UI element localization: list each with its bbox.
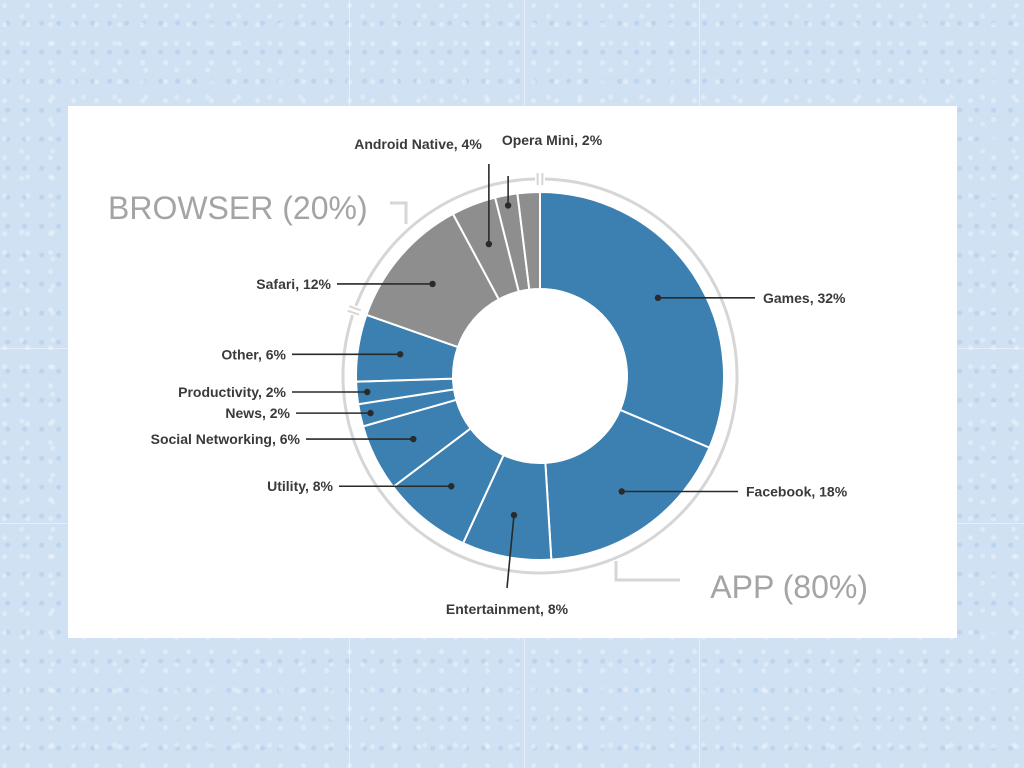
label-layer: Games, 32% Facebook, 18% Entertainment, 8%… xyxy=(108,132,868,617)
group-boundary-tick xyxy=(349,305,361,312)
browser-group-label: BROWSER (20%) xyxy=(108,190,368,226)
slice-facebook xyxy=(544,408,711,561)
donut-chart: Games, 32% Facebook, 18% Entertainment, 8%… xyxy=(108,132,868,617)
label-facebook: Facebook, 18% xyxy=(746,483,848,499)
chart-panel: Games, 32% Facebook, 18% Entertainment, 8%… xyxy=(68,106,957,638)
label-safari: Safari, 12% xyxy=(256,276,331,292)
label-entertainment: Entertainment, 8% xyxy=(446,601,569,617)
slice-layer xyxy=(355,190,725,561)
leader-dot-opera-mini xyxy=(504,202,512,209)
browser-group-bracket xyxy=(390,201,408,224)
slice-browser-unlabeled-remainder xyxy=(516,190,541,291)
label-utility: Utility, 8% xyxy=(267,478,333,494)
browser-group-ring xyxy=(354,177,536,307)
group-ring-layer xyxy=(341,173,739,582)
label-social-networking: Social Networking, 6% xyxy=(151,431,301,447)
app-group-ring xyxy=(341,177,739,575)
group-boundary-tick xyxy=(347,309,360,316)
label-other: Other, 6% xyxy=(221,346,286,362)
app-group-bracket xyxy=(614,561,680,582)
leader-line-entertainment xyxy=(506,515,515,589)
label-games: Games, 32% xyxy=(763,290,846,306)
leader-line-layer xyxy=(292,164,755,589)
app-group-label: APP (80%) xyxy=(710,569,868,605)
leader-dot-entertainment xyxy=(510,511,518,519)
label-android-native: Android Native, 4% xyxy=(354,136,482,152)
label-opera-mini: Opera Mini, 2% xyxy=(502,132,603,148)
slice-games xyxy=(539,190,725,450)
label-productivity: Productivity, 2% xyxy=(178,384,286,400)
label-news: News, 2% xyxy=(225,405,290,421)
